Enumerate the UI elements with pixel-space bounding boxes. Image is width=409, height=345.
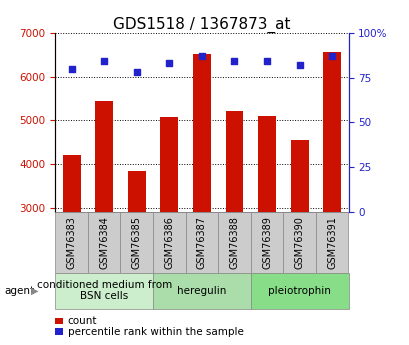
Text: pleiotrophin: pleiotrophin (267, 286, 330, 296)
Point (133, 69, 140, 75)
Point (198, 53, 204, 59)
Bar (95, 101, 113, 212)
Bar (290, 140, 308, 212)
Point (68, 66, 75, 71)
Title: GDS1518 / 1367873_at: GDS1518 / 1367873_at (113, 17, 290, 33)
Text: GSM76387: GSM76387 (196, 216, 207, 269)
Bar (258, 116, 275, 212)
Text: agent: agent (4, 286, 34, 296)
Text: conditioned medium from
BSN cells: conditioned medium from BSN cells (36, 280, 171, 302)
Point (231, 59, 237, 64)
Text: percentile rank within the sample: percentile rank within the sample (67, 327, 243, 336)
Text: count: count (67, 316, 97, 326)
Text: GSM76391: GSM76391 (326, 216, 336, 269)
Bar (225, 111, 243, 212)
Point (263, 59, 270, 64)
Text: GSM76386: GSM76386 (164, 216, 174, 269)
Text: GSM76389: GSM76389 (261, 216, 272, 269)
Point (296, 62, 302, 68)
Text: GSM76388: GSM76388 (229, 216, 239, 269)
Text: GSM76385: GSM76385 (131, 216, 142, 269)
Text: GSM76383: GSM76383 (67, 216, 76, 269)
Text: GSM76390: GSM76390 (294, 216, 304, 269)
Point (101, 59, 107, 64)
Point (166, 60, 172, 66)
Bar (63, 155, 81, 212)
Text: GSM76384: GSM76384 (99, 216, 109, 269)
Bar (322, 52, 340, 212)
Text: heregulin: heregulin (177, 286, 226, 296)
Bar (128, 171, 145, 212)
Bar (193, 54, 210, 212)
Point (328, 53, 335, 59)
Text: ▶: ▶ (31, 286, 38, 296)
Bar (160, 117, 178, 212)
